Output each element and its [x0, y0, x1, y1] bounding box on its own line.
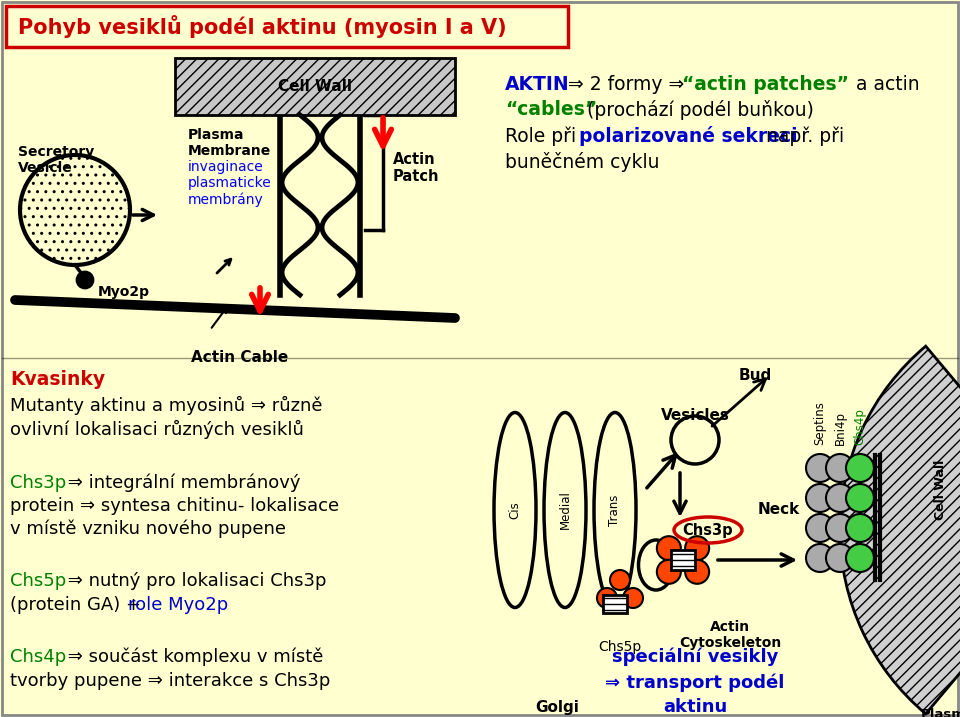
Circle shape — [846, 454, 874, 482]
Text: ovlivní lokalisaci různých vesiklů: ovlivní lokalisaci různých vesiklů — [10, 420, 304, 439]
Circle shape — [846, 514, 874, 542]
FancyBboxPatch shape — [6, 6, 568, 47]
Text: speciální vesikly: speciální vesikly — [612, 648, 779, 667]
Text: buněčném cyklu: buněčném cyklu — [505, 152, 660, 172]
Text: polarizované sekreci: polarizované sekreci — [579, 126, 798, 146]
Text: Cis: Cis — [509, 501, 521, 519]
Text: Septins: Septins — [813, 401, 827, 445]
Circle shape — [806, 484, 834, 512]
Circle shape — [806, 514, 834, 542]
Text: Myo2p: Myo2p — [98, 285, 150, 299]
Text: Secretory
Vesicle: Secretory Vesicle — [18, 145, 94, 175]
Bar — [175, 58, 455, 115]
Text: v místě vzniku nového pupene: v místě vzniku nového pupene — [10, 520, 286, 538]
Circle shape — [685, 560, 709, 584]
Circle shape — [610, 570, 630, 590]
Text: ⇒ nutný pro lokalisaci Chs3p: ⇒ nutný pro lokalisaci Chs3p — [62, 572, 326, 590]
Bar — [603, 595, 627, 613]
Text: “cables”: “cables” — [505, 100, 597, 119]
Circle shape — [77, 272, 93, 288]
Text: role Myo2p: role Myo2p — [128, 596, 228, 614]
Text: Plasma
Membrane: Plasma Membrane — [908, 708, 960, 717]
Text: Chs3p: Chs3p — [683, 523, 733, 538]
Circle shape — [806, 544, 834, 572]
Circle shape — [623, 588, 643, 608]
Text: ⇒ 2 formy ⇒: ⇒ 2 formy ⇒ — [562, 75, 690, 94]
Text: Cell Wall: Cell Wall — [278, 79, 352, 94]
Text: protein ⇒ syntesa chitinu- lokalisace: protein ⇒ syntesa chitinu- lokalisace — [10, 497, 339, 515]
Text: invaginace
plasmaticke
membrány: invaginace plasmaticke membrány — [188, 160, 272, 207]
Text: Medial: Medial — [559, 490, 571, 529]
Text: ⇒ transport podél: ⇒ transport podél — [606, 673, 784, 691]
Text: Bud: Bud — [738, 368, 772, 383]
Circle shape — [846, 544, 874, 572]
Circle shape — [806, 454, 834, 482]
Circle shape — [657, 536, 681, 560]
Text: Mutanty aktinu a myosinů ⇒ různě: Mutanty aktinu a myosinů ⇒ různě — [10, 396, 323, 415]
Text: Kvasinky: Kvasinky — [10, 370, 106, 389]
Text: (protein GA) +: (protein GA) + — [10, 596, 147, 614]
Text: Role při: Role při — [505, 126, 582, 146]
Circle shape — [657, 560, 681, 584]
Text: Pohyb vesiklů podél aktinu (myosin I a V): Pohyb vesiklů podél aktinu (myosin I a V… — [18, 15, 507, 38]
Text: Trans: Trans — [609, 494, 621, 526]
Text: aktinu: aktinu — [662, 698, 727, 716]
Text: “actin patches”: “actin patches” — [682, 75, 849, 94]
Text: Actin
Cytoskeleton: Actin Cytoskeleton — [679, 620, 781, 650]
Text: Actin Cable: Actin Cable — [191, 350, 289, 365]
Text: Actin
Patch: Actin Patch — [393, 152, 440, 184]
Text: Cell Wall: Cell Wall — [933, 460, 947, 520]
Text: Chs5p: Chs5p — [598, 640, 641, 654]
Circle shape — [685, 536, 709, 560]
Text: Chs4p: Chs4p — [10, 648, 66, 666]
Circle shape — [826, 484, 854, 512]
Text: Bni4p: Bni4p — [833, 411, 847, 445]
Text: např. při: např. při — [760, 126, 844, 146]
Text: Chs3p: Chs3p — [10, 474, 66, 492]
Circle shape — [597, 588, 617, 608]
Text: (prochází podél buňkou): (prochází podél buňkou) — [581, 100, 814, 120]
Text: Neck: Neck — [757, 503, 800, 518]
Text: ⇒ součást komplexu v místě: ⇒ součást komplexu v místě — [62, 648, 324, 667]
Circle shape — [846, 484, 874, 512]
Wedge shape — [840, 346, 960, 714]
Text: ⇒ integrální membránový: ⇒ integrální membránový — [62, 474, 300, 493]
Circle shape — [826, 544, 854, 572]
Text: Chs5p: Chs5p — [10, 572, 66, 590]
Text: a actin: a actin — [850, 75, 920, 94]
Text: tvorby pupene ⇒ interakce s Chs3p: tvorby pupene ⇒ interakce s Chs3p — [10, 672, 330, 690]
Text: Chs4p: Chs4p — [853, 408, 867, 445]
Circle shape — [826, 514, 854, 542]
Text: AKTIN: AKTIN — [505, 75, 569, 94]
Bar — [671, 550, 695, 570]
Text: Plasma
Membrane: Plasma Membrane — [188, 128, 272, 158]
Circle shape — [826, 454, 854, 482]
Text: Golgi: Golgi — [535, 700, 579, 715]
Text: Vesicles: Vesicles — [660, 408, 730, 423]
